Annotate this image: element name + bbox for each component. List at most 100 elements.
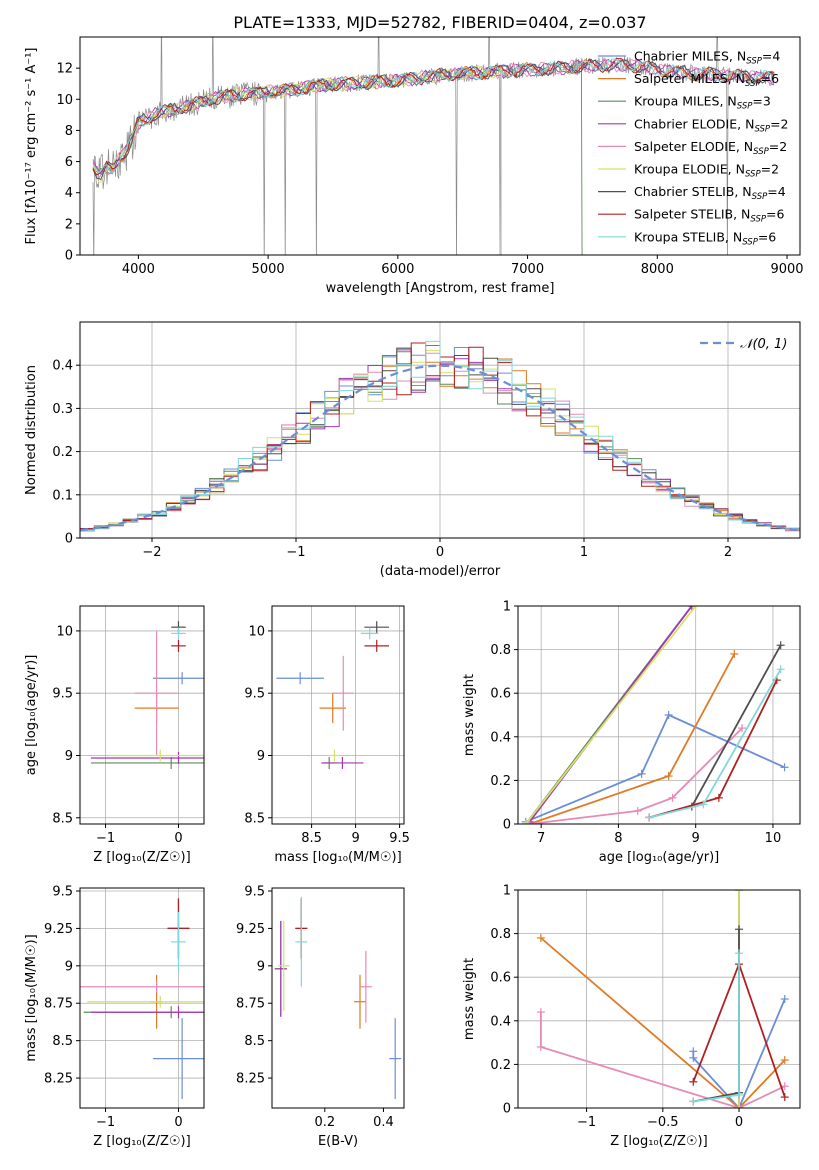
tick-label-x: 8.5 (301, 831, 322, 846)
axes-frame (79, 605, 205, 825)
tick-label-y: 9 (257, 959, 265, 974)
tick-label-y: 8.75 (236, 997, 265, 1012)
tick-label-x: 1 (580, 545, 588, 560)
tick-label-x: −1 (286, 545, 305, 560)
weight-series-line (529, 727, 743, 824)
tick-label-x: 0.4 (373, 1115, 394, 1130)
spectrum-model-line (92, 60, 583, 255)
tick-label-x: 9 (351, 831, 359, 846)
tick-label-y: 10 (248, 624, 265, 639)
x-axis-label: mass [log₁₀(M/M☉)] (274, 850, 401, 865)
panel-age-weight: 7 8 9 10 0 0.2 0.4 0.6 0.8 1 age [log₁₀(age/yr)] ma… (462, 600, 801, 865)
tick-label-y: 9.5 (244, 687, 265, 702)
tick-label-x: −1 (96, 831, 115, 846)
tick-label-x: 9000 (770, 262, 803, 277)
plot-area-EBV-mass (274, 896, 402, 1100)
y-axis-label: age [log₁₀(age/yr)] (24, 655, 39, 776)
tick-label-x: 7000 (511, 262, 544, 277)
plot-area-mass-age (276, 621, 390, 769)
histogram-series (80, 342, 800, 538)
tick-label-y: 9 (65, 749, 73, 764)
panel-mass-age: 8.5 9 9.5 8.5 9 9.5 10 mass [log₁₀(M/M☉)] (244, 605, 410, 865)
panels: 4000 5000 6000 7000 8000 9000024681012wavelen… (24, 36, 804, 1149)
spectrum-model-line (92, 59, 775, 179)
axes-frame (79, 36, 801, 256)
legend-label: Salpeter ELODIE, NSSP=2 (634, 139, 787, 157)
tick-label-y: 9.5 (52, 884, 73, 899)
tick-label-y: 4 (65, 186, 73, 201)
tick-label-y: 0.2 (490, 1058, 511, 1073)
tick-label-y: 9.5 (244, 884, 265, 899)
tick-label-y: 8.5 (244, 811, 265, 826)
weight-series-line (524, 606, 697, 824)
tick-label-y: 10 (56, 93, 73, 108)
tick-label-y: 8.75 (44, 997, 73, 1012)
plot-area-Z-age (90, 621, 204, 769)
panel-Z-weight: −1 −0.5 0 0 0.2 0.4 0.6 0.8 1 Z [log₁₀(Z/Z☉)] mass… (462, 884, 801, 1149)
weight-series-line (649, 679, 778, 819)
tick-label-y: 2 (65, 217, 73, 232)
x-axis-label: Z [log₁₀(Z/Z☉)] (93, 850, 190, 865)
tick-label-x: 2 (724, 545, 732, 560)
tick-label-x: 6000 (381, 262, 414, 277)
y-axis-label: mass weight (462, 674, 477, 756)
tick-label-y: 8.5 (52, 1034, 73, 1049)
tick-label-y: 1 (503, 600, 511, 615)
legend-label: Salpeter STELIB, NSSP=6 (634, 207, 784, 225)
tick-label-x: 7 (537, 831, 545, 846)
panel-Z-age: −1 0 8.5 9 9.5 10 Z [log₁₀(Z/Z☉)] age [log₁₀(ag… (24, 605, 205, 865)
x-axis-label: E(B-V) (318, 1134, 358, 1149)
y-axis-label: Flux [fλ10⁻¹⁷ erg cm⁻² s⁻¹ A⁻¹] (24, 48, 39, 245)
plot-area-residuals (80, 340, 800, 538)
spectrum-model-line (92, 65, 503, 255)
tick-label-x: 0 (735, 1115, 743, 1130)
tick-label-y: 1 (503, 884, 511, 899)
tick-label-y: 9.5 (52, 687, 73, 702)
x-axis-label: (data-model)/error (380, 564, 501, 579)
axes-frame (517, 889, 801, 1109)
tick-label-y: 12 (56, 62, 73, 77)
axes-frame (517, 605, 801, 825)
panel-EBV-mass: 0.2 0.4 8.25 8.5 8.75 9 9.25 9.5 E(B-V) (236, 884, 405, 1149)
plot-area-Z-mass (80, 898, 204, 1100)
normal-reference-curve (80, 364, 800, 532)
tick-label-x: 0 (174, 831, 182, 846)
tick-label-y: 8.5 (244, 1034, 265, 1049)
figure-title: PLATE=1333, MJD=52782, FIBERID=0404, z=0… (233, 13, 646, 32)
spectrum-legend: Chabrier MILES, NSSP=4 Salpeter MILES, NS… (598, 49, 789, 247)
tick-label-x: 10 (765, 831, 782, 846)
tick-label-x: 5000 (252, 262, 285, 277)
tick-label-y: 8 (65, 124, 73, 139)
spectrum-model-line (92, 58, 775, 180)
x-axis-label: wavelength [Angstrom, rest frame] (326, 281, 555, 296)
tick-label-y: 0.4 (52, 359, 73, 374)
tick-label-y: 0.6 (490, 971, 511, 986)
x-axis-label: Z [log₁₀(Z/Z☉)] (93, 1134, 190, 1149)
panel-Z-mass: −1 0 8.25 8.5 8.75 9 9.25 9.5 Z [log₁₀(Z/Z☉)] mas… (24, 884, 205, 1149)
tick-label-y: 10 (56, 624, 73, 639)
tick-label-y: 8.25 (236, 1072, 265, 1087)
tick-label-y: 0 (65, 249, 73, 264)
tick-label-y: 0.1 (52, 488, 73, 503)
tick-label-y: 9.25 (236, 922, 265, 937)
tick-label-y: 8.25 (44, 1072, 73, 1087)
axes-frame (271, 887, 405, 1109)
weight-series-line (649, 644, 782, 819)
tick-label-y: 0.3 (52, 402, 73, 417)
spectrum-model-line (92, 57, 775, 181)
tick-label-x: 0.2 (314, 1115, 335, 1130)
tick-label-x: 0 (174, 1115, 182, 1130)
tick-label-x: −1 (577, 1115, 596, 1130)
legend-label: Kroupa MILES, NSSP=3 (634, 94, 771, 112)
tick-label-y: 0.8 (490, 643, 511, 658)
tick-label-y: 0.4 (490, 1014, 511, 1029)
tick-label-y: 0 (503, 818, 511, 833)
tick-label-y: 9.25 (44, 922, 73, 937)
spectrum-model-line (92, 57, 775, 176)
legend-label: Chabrier STELIB, NSSP=4 (634, 184, 786, 202)
y-axis-label: mass [log₁₀(M/M☉)] (24, 934, 39, 1061)
legend-label: Chabrier MILES, NSSP=4 (634, 49, 780, 67)
tick-label-y: 0 (503, 1102, 511, 1117)
tick-label-x: 8000 (641, 262, 674, 277)
